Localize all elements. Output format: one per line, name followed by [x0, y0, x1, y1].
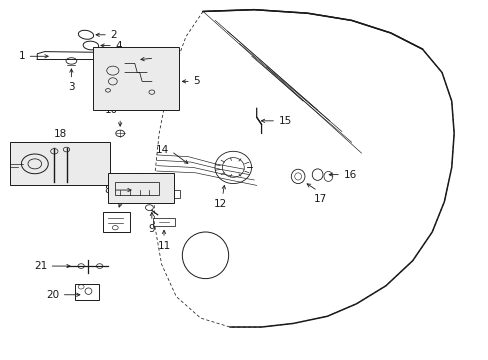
- Text: 18: 18: [54, 130, 67, 139]
- Text: 5: 5: [193, 76, 200, 86]
- Text: 21: 21: [34, 261, 47, 271]
- Bar: [93, 47, 178, 110]
- Bar: [108, 173, 173, 203]
- Bar: [153, 218, 174, 226]
- Text: 16: 16: [343, 170, 356, 180]
- Text: 15: 15: [278, 116, 291, 126]
- Bar: [75, 284, 99, 300]
- Bar: [162, 190, 180, 198]
- Text: 11: 11: [157, 241, 170, 251]
- Text: 6: 6: [156, 53, 162, 63]
- Text: 4: 4: [115, 41, 122, 50]
- Text: 13: 13: [129, 173, 142, 183]
- Text: 9: 9: [148, 224, 155, 234]
- Text: 19: 19: [124, 185, 137, 195]
- Text: 1: 1: [19, 51, 25, 61]
- Text: 14: 14: [155, 144, 168, 154]
- Bar: [10, 142, 110, 185]
- Text: 8: 8: [103, 185, 110, 195]
- Bar: [103, 212, 130, 232]
- Text: 2: 2: [110, 30, 117, 40]
- Text: 7: 7: [96, 161, 103, 171]
- Text: 3: 3: [68, 82, 75, 93]
- Text: 12: 12: [213, 199, 226, 209]
- Text: 17: 17: [313, 194, 326, 204]
- Bar: [115, 182, 159, 195]
- Text: 10: 10: [104, 105, 118, 116]
- Text: 20: 20: [46, 290, 59, 300]
